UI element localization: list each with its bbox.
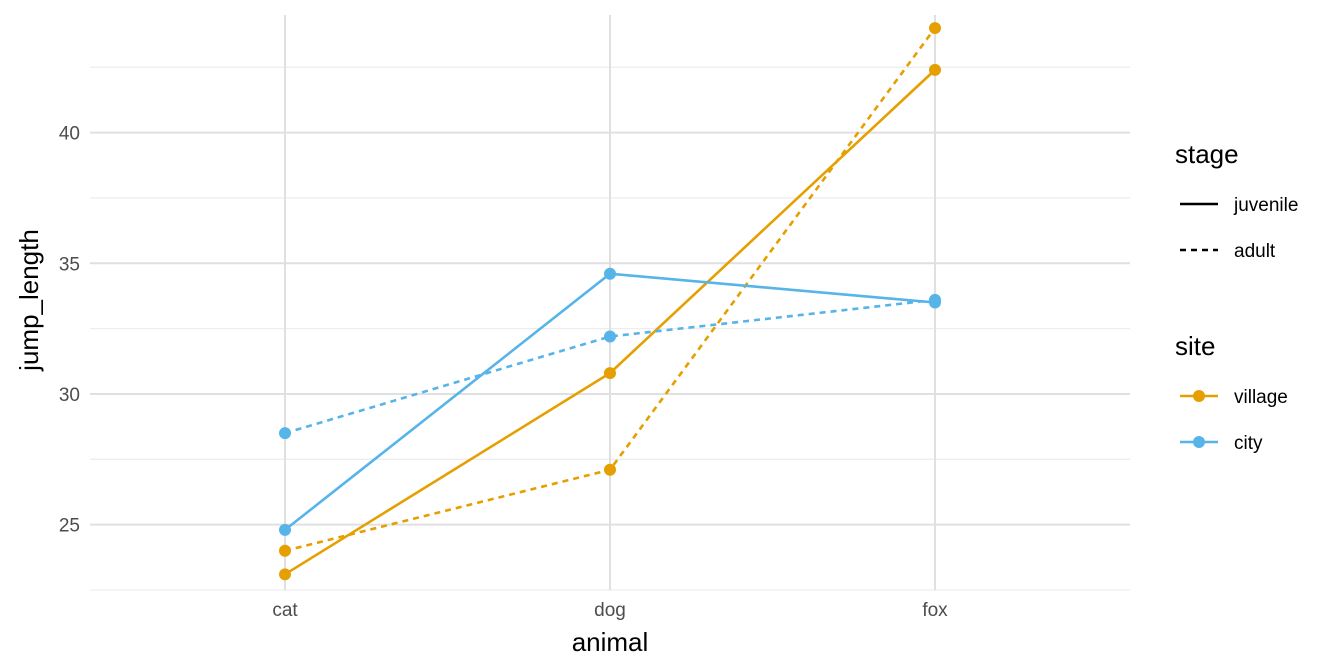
data-point-village-adult (279, 544, 291, 557)
series-line-city-adult (284, 298, 936, 435)
legend: stage juvenile adult site village city (1175, 139, 1298, 454)
x-tick-label: fox (922, 600, 948, 621)
legend-title-stage: stage (1175, 139, 1239, 169)
data-point-city-juvenile (279, 523, 291, 536)
x-tick-label: cat (272, 600, 298, 621)
x-axis-title: animal (572, 627, 649, 657)
data-point-city-adult (279, 427, 291, 440)
legend-title-site: site (1175, 331, 1215, 361)
legend-label-village: village (1234, 387, 1288, 408)
data-point-village-juvenile (604, 367, 616, 380)
legend-stage-entries: juvenile adult (1180, 195, 1298, 262)
y-tick-label: 35 (59, 254, 80, 275)
data-point-city-adult (929, 293, 941, 306)
legend-key-point-city (1193, 436, 1205, 448)
series-layer (279, 22, 941, 581)
x-tick-label: dog (594, 600, 626, 621)
y-tick-label: 30 (59, 385, 80, 406)
tick-labels: 25 30 35 40 cat dog fox (59, 124, 948, 621)
y-axis-title: jump_length (14, 229, 44, 372)
data-point-village-adult (604, 463, 616, 476)
y-tick-label: 25 (59, 516, 80, 537)
grid (90, 15, 1130, 591)
data-point-city-adult (604, 330, 616, 343)
y-tick-label: 40 (59, 124, 80, 145)
legend-label-juvenile: juvenile (1233, 195, 1298, 216)
legend-label-city: city (1234, 433, 1263, 454)
data-point-village-juvenile (929, 63, 941, 76)
data-point-city-juvenile (604, 267, 616, 280)
legend-label-adult: adult (1234, 241, 1276, 262)
data-point-village-juvenile (279, 568, 291, 581)
legend-site-entries: village city (1180, 387, 1288, 454)
data-point-village-adult (929, 22, 941, 35)
legend-key-point-village (1193, 390, 1205, 402)
